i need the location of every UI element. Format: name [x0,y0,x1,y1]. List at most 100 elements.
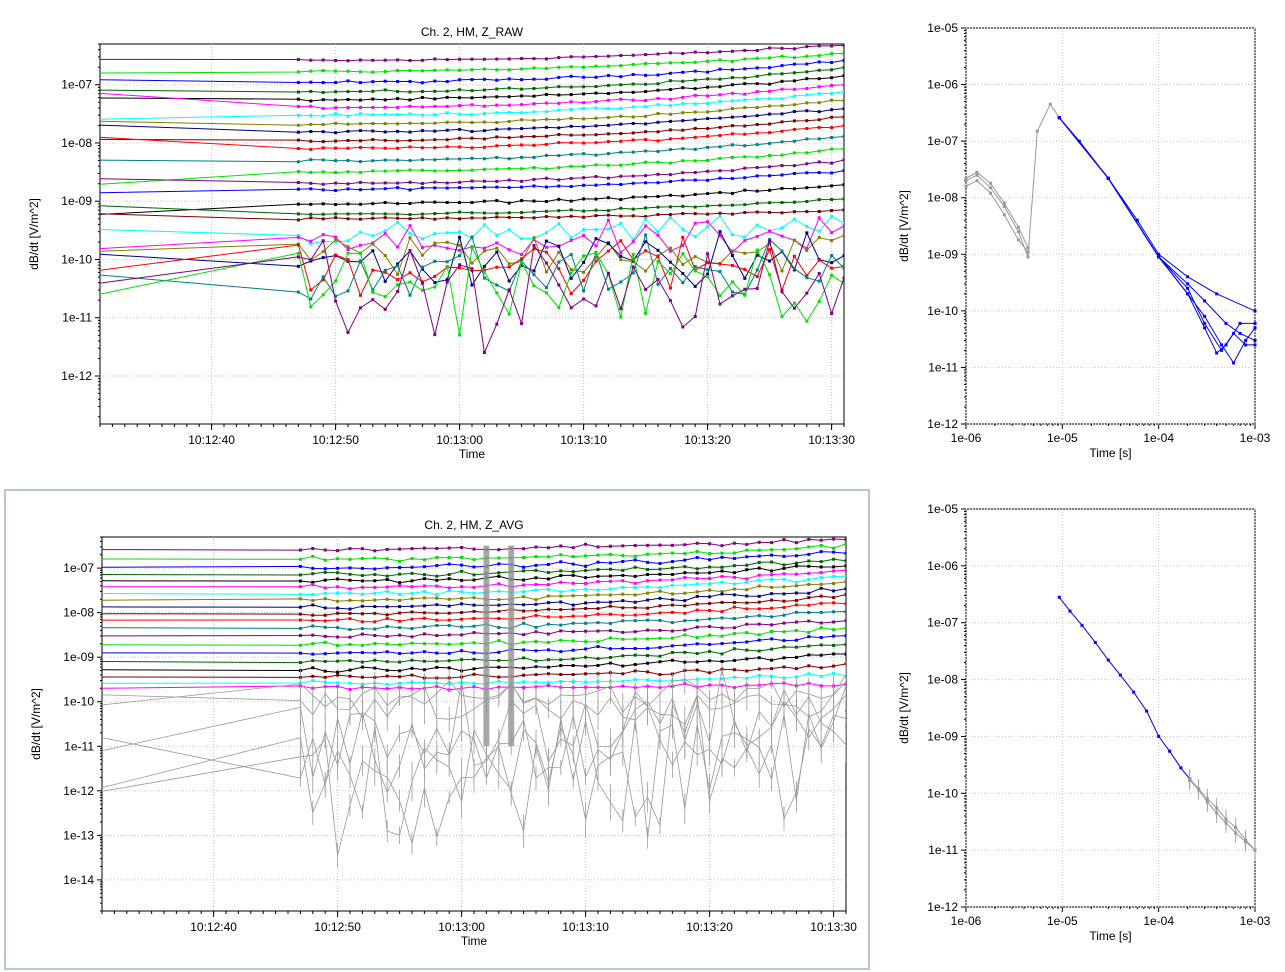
data-point [410,565,414,569]
data-point [594,227,598,231]
data-point [646,606,650,610]
raw-decay-chart: 1e-06 1e-05 1e-04 1e-031e-051e-061e-071e-08… [897,21,1271,460]
data-point [582,197,586,201]
series-line [102,575,846,596]
data-point [708,683,712,687]
data-point [309,89,313,93]
data-point [780,290,784,294]
data-point [321,202,325,206]
series-line [1058,117,1256,312]
data-point [447,666,451,670]
data-point [720,592,724,596]
raw-decay-panel[interactable]: 1e-06 1e-05 1e-04 1e-03 1e-05 1e-06 1e-07 1e-08… [880,4,1285,484]
data-point [757,560,761,564]
data-point [334,181,338,185]
data-point [633,653,637,657]
data-point [410,651,414,655]
data-point [323,659,327,663]
data-point [445,265,449,269]
series-line [100,230,844,288]
data-point [594,85,598,89]
data-point [371,129,375,133]
data-point [569,292,573,296]
data-point [557,267,561,271]
data-point [792,87,796,91]
data-point [546,665,550,669]
data-point [656,255,660,259]
data-point [644,233,648,237]
data-point [495,291,499,295]
data-point [420,146,424,150]
data-point [559,594,563,598]
data-point [619,174,623,178]
data-point [584,664,588,668]
data-point [532,155,536,159]
data-point [794,541,798,545]
data-point [522,686,526,690]
data-point [1224,343,1228,347]
data-point [807,559,811,563]
avg-decay-panel[interactable]: 1e-06 1e-05 1e-04 1e-03 1e-05 1e-06 1e-07 1e-08… [880,489,1285,970]
data-point [695,556,699,560]
data-point [472,685,476,689]
data-point [497,658,501,662]
data-point [346,251,350,255]
data-point [383,158,387,162]
data-point [681,79,685,83]
data-point [745,563,749,567]
series-line [100,75,844,102]
data-point [594,259,598,263]
data-point [311,679,315,683]
data-point [619,132,623,136]
data-point [520,264,524,268]
data-point [807,635,811,639]
data-point [422,632,426,636]
avg-time-panel[interactable]: 10:12:40 10:12:50 10:13:00 10:13:10 10:13:20… [4,489,870,970]
series-group [964,102,1257,365]
data-point [794,603,798,607]
raw-time-panel[interactable]: 10:12:40 10:12:50 10:13:00 10:13:10 10:13:20… [4,4,870,484]
data-point [780,46,784,50]
data-point [420,158,424,162]
data-point [693,235,697,239]
data-point [569,116,573,120]
data-point [1215,811,1219,815]
data-point [557,306,561,310]
data-point [534,598,538,602]
data-point [472,609,476,613]
data-point [743,98,747,102]
data-point [323,586,327,590]
data-point [606,132,610,136]
data-point [668,266,672,270]
data-point [693,110,697,114]
data-point [606,83,610,87]
data-point [460,633,464,637]
data-point [520,67,524,71]
data-point [582,260,586,264]
data-point [582,176,586,180]
data-point [507,136,511,140]
data-point [410,673,414,677]
data-point [668,249,672,253]
y-tick-label: 1e-06 [927,559,958,573]
data-point [656,205,660,209]
data-point [385,682,389,686]
data-point [497,562,501,566]
data-point [336,681,340,685]
data-point [805,70,809,74]
data-point [656,52,660,56]
data-point [360,627,364,631]
y-tick-label: 1e-07 [927,616,958,630]
data-point [619,83,623,87]
data-point [582,75,586,79]
data-point [695,618,699,622]
data-point [720,652,724,656]
data-point [348,566,352,570]
data-point [693,269,697,273]
data-point [348,642,352,646]
data-point [794,667,798,671]
y-tick-label: 1e-09 [927,247,958,261]
data-point [309,114,313,118]
data-point [334,146,338,150]
data-point [683,565,687,569]
